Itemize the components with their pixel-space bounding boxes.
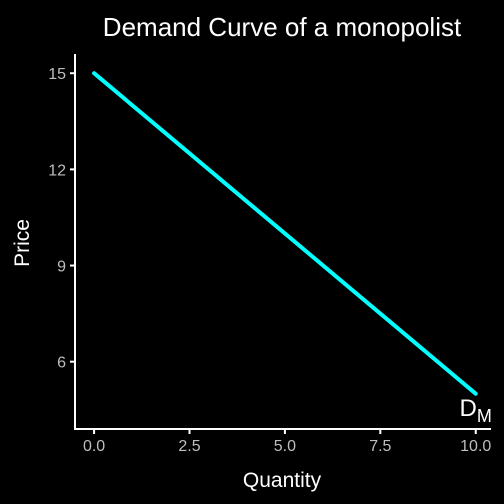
x-tick-label-4: 10.0	[460, 438, 491, 455]
x-tick-label-1: 2.5	[178, 438, 200, 455]
y-tick-label-3: 15	[48, 66, 66, 83]
x-tick-label-3: 7.5	[369, 438, 391, 455]
y-tick-label-2: 12	[48, 162, 66, 179]
demand-curve-label-subscript: M	[477, 406, 492, 426]
x-tick-label-2: 5.0	[274, 438, 296, 455]
y-tick-label-1: 9	[57, 259, 66, 276]
x-axis-label: Quantity	[243, 469, 322, 492]
y-tick-label-0: 6	[57, 355, 66, 372]
demand-curve-label-main: D	[460, 395, 477, 422]
chart-title: Demand Curve of a monopolist	[103, 12, 462, 42]
y-axis-label: Price	[11, 219, 34, 267]
x-tick-label-0: 0.0	[83, 438, 105, 455]
demand-curve-label: DM	[460, 395, 492, 426]
demand-line-0	[92, 71, 478, 396]
